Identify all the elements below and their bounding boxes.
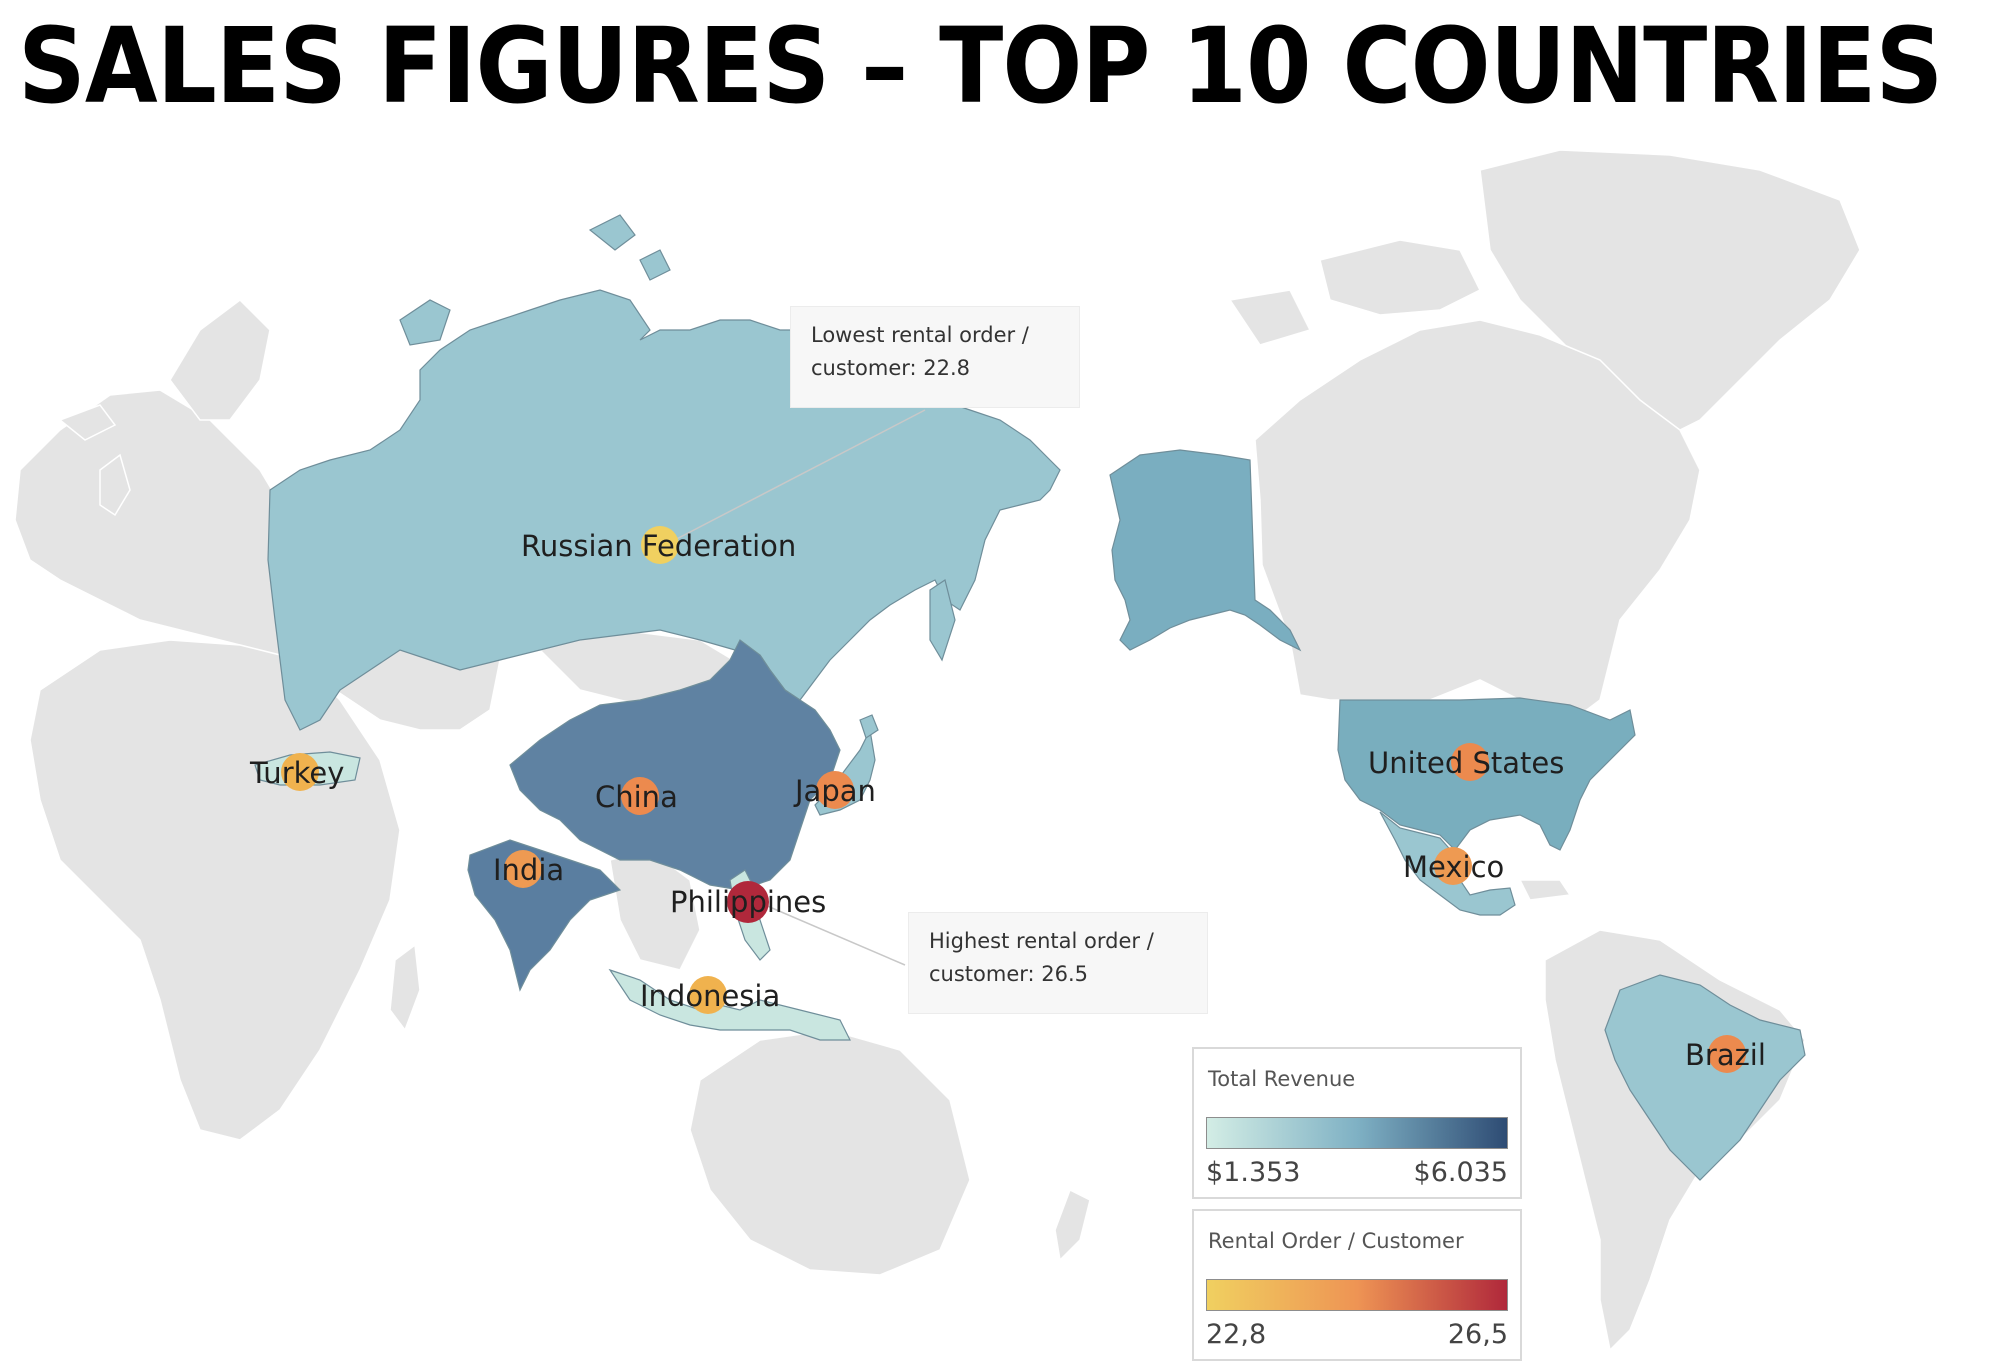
indonesia-marker[interactable]: [689, 976, 727, 1014]
brazil-marker[interactable]: [1708, 1035, 1746, 1073]
india-region: [467, 839, 622, 992]
arctic-islands: [1228, 289, 1312, 346]
australia-land: [689, 1029, 971, 1276]
revenue-legend-title: Total Revenue: [1208, 1067, 1356, 1091]
revenue-legend-max: $6.035: [1413, 1157, 1508, 1188]
page-title: SALES FIGURES – TOP 10 COUNTRIES: [18, 5, 1943, 127]
japan-marker[interactable]: [816, 771, 854, 809]
china-label: China: [595, 780, 678, 814]
lowest-callout-line2: customer: 22.8: [811, 356, 971, 380]
russia-island: [639, 249, 671, 281]
highest-callout-line2: customer: 26.5: [929, 962, 1089, 986]
revenue-legend: Total Revenue $1.353 $6.035: [1192, 1047, 1522, 1199]
callout-lines: [664, 409, 926, 966]
philippines-marker[interactable]: [727, 881, 769, 923]
iceland-land: [58, 404, 117, 441]
rental-markers: [281, 526, 1746, 1073]
rental-legend-min: 22,8: [1206, 1319, 1267, 1350]
russia-island: [399, 299, 451, 346]
arctic-islands: [1319, 239, 1482, 316]
russia-island: [588, 214, 636, 251]
greenland-land: [1479, 149, 1861, 441]
usa-marker[interactable]: [1451, 743, 1489, 781]
madagascar-land: [389, 943, 421, 1032]
china-marker[interactable]: [621, 777, 659, 815]
canada-land: [1254, 319, 1701, 731]
usa-region: [1337, 697, 1636, 851]
revenue-legend-min: $1.353: [1206, 1157, 1301, 1188]
russia-marker[interactable]: [641, 526, 679, 564]
japan-label: Japan: [793, 774, 876, 808]
philippines-label: Philippines: [670, 885, 826, 919]
rental-legend-max: 26,5: [1447, 1319, 1508, 1350]
russia-island: [929, 579, 956, 662]
turkey-label: Turkey: [249, 756, 344, 790]
lowest-callout-line: [664, 409, 926, 546]
caribbean-land: [1518, 879, 1572, 901]
highest-callout: Highest rental order / customer: 26.5: [908, 912, 1208, 1014]
india-marker[interactable]: [504, 850, 542, 888]
new-zealand-land: [1054, 1188, 1091, 1262]
turkey-marker[interactable]: [281, 753, 319, 791]
rental-gradient-bar: [1206, 1279, 1508, 1311]
alaska-region: [1109, 449, 1302, 652]
scandinavia-land: [169, 299, 271, 421]
mexico-label: Mexico: [1403, 850, 1504, 884]
usa-label: United States: [1368, 746, 1564, 780]
russia-label: Russian Federation: [521, 529, 796, 563]
rental-legend: Rental Order / Customer 22,8 26,5: [1192, 1209, 1522, 1361]
indonesia-label: Indonesia: [640, 979, 780, 1013]
highest-callout-line: [764, 904, 906, 966]
china-region: [509, 639, 841, 891]
lowest-callout-line1: Lowest rental order /: [811, 323, 1029, 347]
highest-callout-line1: Highest rental order /: [929, 929, 1154, 953]
country-labels: Russian Federation Turkey China Japan In…: [249, 529, 1766, 1072]
mexico-marker[interactable]: [1434, 847, 1472, 885]
uk-land: [99, 453, 131, 517]
lowest-callout: Lowest rental order / customer: 22.8: [790, 306, 1080, 408]
brazil-label: Brazil: [1685, 1038, 1766, 1072]
revenue-gradient-bar: [1206, 1117, 1508, 1149]
africa-land: [29, 639, 401, 1141]
india-label: India: [493, 853, 564, 887]
rental-legend-title: Rental Order / Customer: [1208, 1229, 1464, 1253]
japan-region: [859, 714, 879, 739]
brazil-region: [1604, 974, 1806, 1181]
